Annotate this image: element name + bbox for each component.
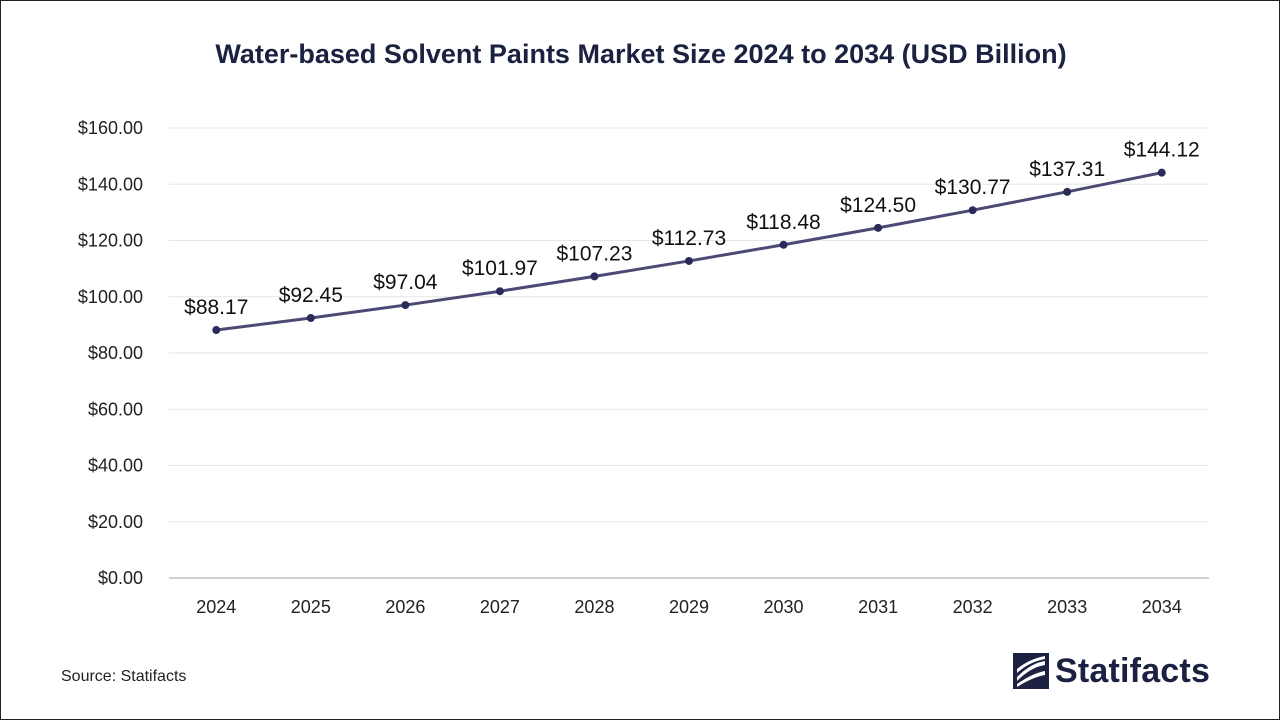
data-point — [590, 272, 599, 281]
axes: $0.00 $20.00 $40.00 $60.00 $80.00 $100.00 $120… — [78, 118, 1209, 617]
x-tick-label: 2030 — [764, 597, 804, 617]
x-tick-label: 2032 — [953, 597, 993, 617]
data-label: $101.97 — [462, 257, 538, 280]
series-line-layer — [216, 171, 1163, 332]
y-tick-label: $120.00 — [78, 231, 143, 251]
x-tick-label: 2026 — [385, 597, 425, 617]
data-point — [874, 223, 883, 232]
y-tick-label: $20.00 — [88, 512, 143, 532]
y-tick-label: $100.00 — [78, 287, 143, 307]
y-tick-label: $0.00 — [98, 568, 143, 588]
y-tick-label: $40.00 — [88, 456, 143, 476]
data-point — [1063, 187, 1072, 196]
grid-lines — [169, 127, 1209, 523]
x-tick-label: 2034 — [1142, 597, 1182, 617]
logo-text: Statifacts — [1055, 651, 1211, 690]
y-tick-label: $80.00 — [88, 343, 143, 363]
data-label: $107.23 — [556, 242, 632, 265]
x-tick-label: 2024 — [196, 597, 236, 617]
statifacts-logo-icon — [1013, 653, 1049, 689]
y-tick-label: $60.00 — [88, 399, 143, 419]
data-labels: $88.17 $92.45 $97.04 $101.97 $107.23 $112.73 $… — [184, 139, 1200, 319]
data-point — [212, 326, 221, 335]
x-tick-label: 2029 — [669, 597, 709, 617]
brand-logo: Statifacts — [1013, 651, 1210, 691]
data-point — [968, 206, 977, 215]
data-label: $118.48 — [746, 211, 820, 234]
x-tick-label: 2027 — [480, 597, 520, 617]
data-label: $144.12 — [1124, 139, 1200, 162]
data-label: $97.04 — [373, 271, 438, 294]
data-point — [779, 240, 788, 249]
source-note: Source: Statifacts — [61, 668, 187, 685]
data-label: $112.73 — [652, 227, 726, 250]
chart-title: Water-based Solvent Paints Market Size 2… — [215, 39, 1067, 69]
x-tick-label: 2025 — [291, 597, 331, 617]
x-tick-label: 2028 — [574, 597, 614, 617]
data-label: $124.50 — [840, 194, 916, 217]
data-point — [401, 301, 410, 310]
series-line — [216, 171, 1163, 332]
data-point — [306, 313, 315, 322]
data-point — [685, 256, 693, 265]
x-tick-label: 2033 — [1047, 597, 1087, 617]
x-tick-label: 2031 — [858, 597, 898, 617]
data-points — [212, 168, 1166, 335]
data-label: $92.45 — [279, 284, 343, 307]
data-label: $88.17 — [184, 296, 248, 319]
data-label: $130.77 — [935, 176, 1011, 199]
y-tick-label: $140.00 — [78, 174, 143, 194]
data-point — [1157, 168, 1166, 177]
data-label: $137.31 — [1029, 158, 1105, 181]
data-point — [495, 287, 504, 296]
y-tick-label: $160.00 — [78, 118, 143, 138]
